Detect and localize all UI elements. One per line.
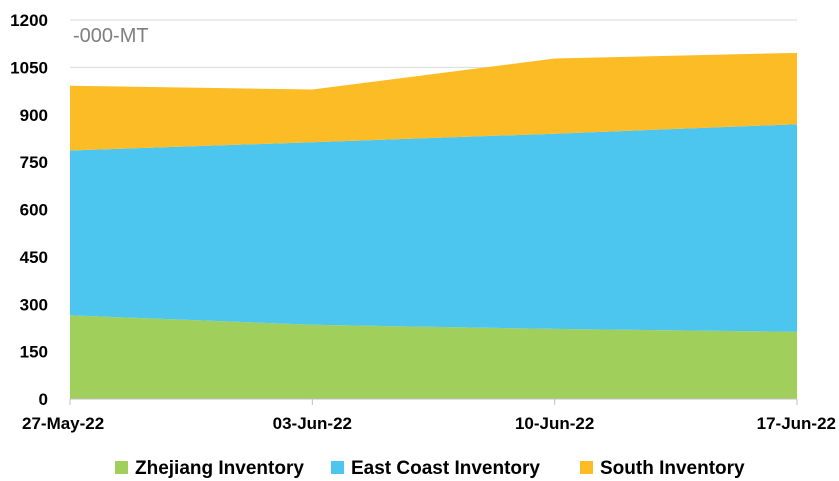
y-axis: 0 150 300 450 600 750 900 1050 1200 xyxy=(10,11,48,409)
x-tick-label: 27-May-22 xyxy=(22,414,104,433)
y-tick-label: 300 xyxy=(20,295,48,314)
y-tick-label: 450 xyxy=(20,248,48,267)
area-series-3 xyxy=(70,52,797,151)
y-tick-label: 900 xyxy=(20,106,48,125)
legend: Zhejiang Inventory East Coast Inventory So… xyxy=(115,458,745,479)
legend-swatch xyxy=(115,461,128,474)
unit-label: -000-MT xyxy=(73,25,149,47)
legend-label: South Inventory xyxy=(600,458,745,479)
legend-swatch xyxy=(580,461,593,474)
legend-item: East Coast Inventory xyxy=(331,458,540,479)
x-tick-label: 10-Jun-22 xyxy=(515,414,594,433)
y-tick-label: 0 xyxy=(39,390,48,409)
legend-label: East Coast Inventory xyxy=(351,458,540,479)
y-tick-label: 150 xyxy=(20,343,48,362)
y-tick-label: 1050 xyxy=(10,58,48,77)
x-tick-label: 03-Jun-22 xyxy=(273,414,352,433)
area-series-1 xyxy=(70,315,797,399)
y-tick-label: 600 xyxy=(20,201,48,220)
legend-swatch xyxy=(331,461,344,474)
y-tick-label: 1200 xyxy=(10,11,48,30)
x-axis: 27-May-22 03-Jun-22 10-Jun-22 17-Jun-22 xyxy=(22,398,836,433)
area-series xyxy=(70,52,797,399)
legend-item: Zhejiang Inventory xyxy=(115,458,304,479)
legend-item: South Inventory xyxy=(580,458,745,479)
area-series-2 xyxy=(70,124,797,332)
x-tick-label: 17-Jun-22 xyxy=(757,414,836,433)
legend-label: Zhejiang Inventory xyxy=(135,458,304,479)
y-tick-label: 750 xyxy=(20,153,48,172)
